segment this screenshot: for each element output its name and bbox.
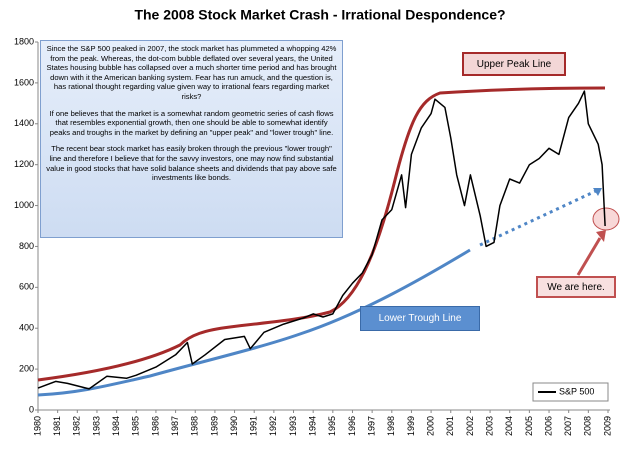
upper-label: Upper Peak Line [462, 52, 566, 76]
text-box-paragraph: Since the S&P 500 peaked in 2007, the st… [46, 44, 337, 101]
trough-extension [479, 188, 599, 247]
x-tick-label: 1982 [72, 416, 82, 436]
lower-trough-line [37, 248, 471, 397]
y-tick-label: 1000 [14, 200, 34, 210]
series-line [37, 90, 606, 390]
x-tick-label: 2008 [583, 416, 593, 436]
y-tick-label: 1400 [14, 118, 34, 128]
x-tick-label: 1989 [209, 416, 219, 436]
y-tick-label: 0 [29, 404, 34, 414]
here-arrow [576, 237, 602, 276]
x-tick-label: 2000 [425, 416, 435, 436]
x-tick-label: 2005 [524, 416, 534, 436]
x-tick-label: 1980 [32, 416, 42, 436]
y-tick-label: 1200 [14, 159, 34, 169]
x-tick-label: 2002 [465, 416, 475, 436]
x-tick-label: 2004 [504, 416, 514, 436]
x-tick-label: 2007 [563, 416, 573, 436]
x-tick-label: 1990 [229, 416, 239, 436]
x-tick-label: 1993 [288, 416, 298, 436]
x-tick-label: 1987 [170, 416, 180, 436]
x-tick-label: 1981 [52, 416, 62, 436]
x-tick-label: 1991 [249, 416, 259, 436]
x-tick-label: 1998 [386, 416, 396, 436]
x-tick-label: 1985 [131, 416, 141, 436]
y-tick-label: 600 [19, 282, 34, 292]
text-box: Since the S&P 500 peaked in 2007, the st… [40, 40, 343, 238]
x-tick-label: 2003 [484, 416, 494, 436]
x-tick-label: 1986 [150, 416, 160, 436]
arrow-head [593, 188, 602, 196]
here-circle [592, 207, 620, 231]
y-tick-label: 1800 [14, 36, 34, 46]
legend [532, 382, 609, 402]
y-tick-label: 800 [19, 241, 34, 251]
y-tick-label: 1600 [14, 77, 34, 87]
x-tick-label: 1984 [111, 416, 121, 436]
here-arrow-head [596, 230, 606, 242]
x-tick-label: 2009 [602, 416, 612, 436]
text-box-paragraph: The recent bear stock market has easily … [46, 144, 337, 183]
x-tick-label: 2001 [445, 416, 455, 436]
x-tick-label: 1988 [190, 416, 200, 436]
y-tick-label: 400 [19, 323, 34, 333]
x-tick-label: 1995 [327, 416, 337, 436]
x-tick-label: 2006 [543, 416, 553, 436]
x-tick-label: 1999 [406, 416, 416, 436]
here-label: We are here. [536, 276, 616, 298]
legend-label: S&P 500 [559, 386, 594, 396]
lower-label: Lower Trough Line [360, 306, 480, 331]
x-tick-label: 1996 [347, 416, 357, 436]
chart-title: The 2008 Stock Market Crash - Irrational… [134, 7, 505, 23]
upper-peak-line [37, 86, 606, 382]
text-box-paragraph: If one believes that the market is a som… [49, 108, 334, 137]
x-tick-label: 1992 [268, 416, 278, 436]
x-tick-label: 1994 [308, 416, 318, 436]
x-tick-label: 1997 [367, 416, 377, 436]
x-tick-label: 1983 [91, 416, 101, 436]
y-tick-label: 200 [19, 363, 34, 373]
